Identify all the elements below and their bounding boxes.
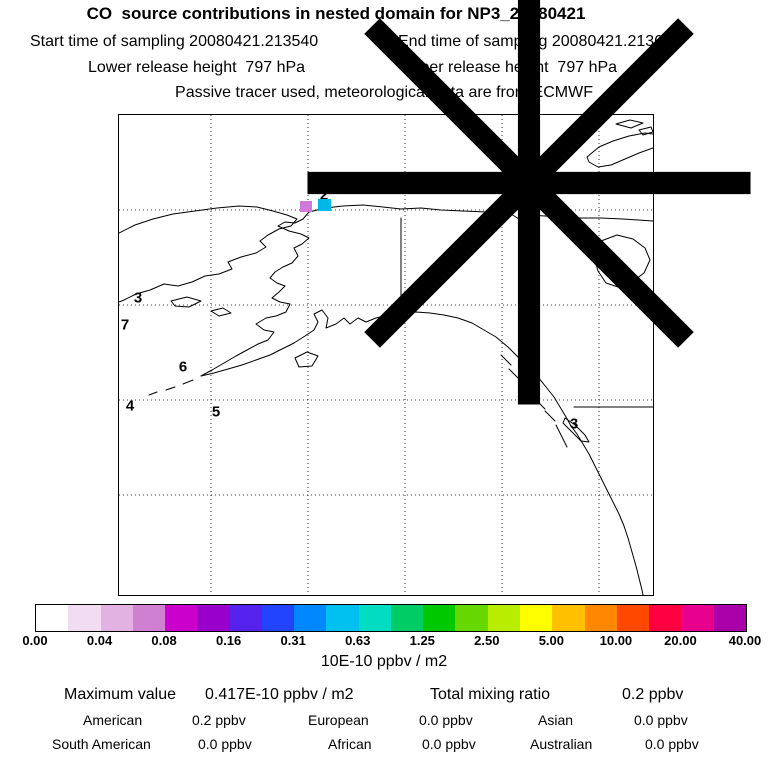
colorbar-cell — [649, 605, 682, 631]
tracer-info-text: Passive tracer used, meteorological data… — [175, 84, 593, 101]
total-mixing-ratio-value: 0.2 ppbv — [622, 686, 684, 703]
colorbar-ticks: 0.00 0.04 0.08 0.16 0.31 0.63 1.25 2.50 5.00 10.0… — [22, 633, 761, 649]
region-name: Australian — [530, 736, 593, 752]
concentration-cell — [318, 199, 331, 211]
colorbar-tick-label: 20.00 — [664, 633, 697, 648]
colorbar-cell — [261, 605, 295, 631]
colorbar-cell — [68, 605, 101, 631]
colorbar-cell — [132, 605, 166, 631]
colorbar-cell — [681, 605, 714, 631]
colorbar-cell — [390, 605, 424, 631]
region-value: 0.0 ppbv — [419, 712, 473, 728]
map-canvas — [119, 115, 653, 595]
map-point-label: 5 — [211, 403, 221, 421]
colorbar-tick-label: 40.00 — [728, 633, 762, 648]
colorbar-tick-label: 2.50 — [474, 633, 500, 648]
colorbar-cell — [552, 605, 585, 631]
start-time-text: Start time of sampling 20080421.213540 — [30, 33, 319, 50]
region-name: American — [83, 712, 143, 728]
colorbar-cell — [487, 605, 520, 631]
map-point-label: 2 — [319, 186, 329, 204]
colorbar-cell — [100, 605, 133, 631]
colorbar-tick-label: 0.31 — [280, 633, 306, 648]
map-point-label: 4 — [125, 397, 135, 415]
colorbar-tick-label: 0.63 — [345, 633, 371, 648]
colorbar-cell — [423, 605, 456, 631]
maximum-value-label: Maximum value — [64, 686, 177, 703]
colorbar-tick-label: 0.16 — [215, 633, 242, 648]
region-value: 0.0 ppbv — [645, 736, 699, 752]
region-value: 0.2 ppbv — [192, 712, 246, 728]
colorbar-cell — [713, 605, 746, 631]
colorbar-cell — [36, 605, 69, 631]
plot-title: CO source contributions in nested domain… — [86, 4, 586, 23]
colorbar-cell — [584, 605, 617, 631]
colorbar-cell — [165, 605, 198, 631]
map-panel: 12376453 — [118, 0, 751, 596]
colorbar-tick-label: 0.00 — [22, 633, 48, 648]
region-name: European — [308, 712, 369, 728]
colorbar-tick-label: 1.25 — [409, 633, 435, 648]
region-value: 0.0 ppbv — [198, 736, 252, 752]
map-point-label: 7 — [120, 316, 130, 334]
region-value: 0.0 ppbv — [634, 712, 688, 728]
total-mixing-ratio-label: Total mixing ratio — [430, 686, 551, 703]
map-point-label: 3 — [569, 415, 579, 433]
star-marker — [307, 0, 751, 405]
colorbar-cell — [519, 605, 553, 631]
maximum-value: 0.417E-10 ppbv / m2 — [205, 686, 354, 703]
colorbar-cell — [197, 605, 230, 631]
colorbar-cell — [326, 605, 359, 631]
colorbar-cell — [616, 605, 650, 631]
contributions-row-2: South American 0.0 ppbv African 0.0 ppbv… — [0, 736, 768, 756]
contributions-row-1: American 0.2 ppbv European 0.0 ppbv Asia… — [0, 712, 768, 732]
region-name: Asian — [538, 712, 574, 728]
lower-release-text: Lower release height 797 hPa — [88, 59, 306, 76]
colorbar-cell — [229, 605, 262, 631]
map-point-label: 6 — [178, 358, 188, 376]
region-name: South American — [52, 736, 151, 752]
summary-row: Maximum value 0.417E-10 ppbv / m2 Total … — [0, 686, 768, 706]
colorbar-unit-label: 10E-10 ppbv / m2 — [320, 653, 448, 670]
colorbar-cell — [358, 605, 391, 631]
colorbar-tick-label: 0.08 — [151, 633, 177, 648]
colorbar-tick-label: 10.00 — [599, 633, 633, 648]
colorbar — [35, 604, 747, 632]
region-name: African — [328, 736, 372, 752]
colorbar-tick-label: 5.00 — [538, 633, 565, 648]
map-point-label: 3 — [133, 289, 143, 307]
colorbar-tick-label: 0.04 — [86, 633, 113, 648]
colorbar-cell — [294, 605, 327, 631]
colorbar-cell — [455, 605, 488, 631]
region-value: 0.0 ppbv — [422, 736, 476, 752]
concentration-cell — [300, 201, 312, 212]
